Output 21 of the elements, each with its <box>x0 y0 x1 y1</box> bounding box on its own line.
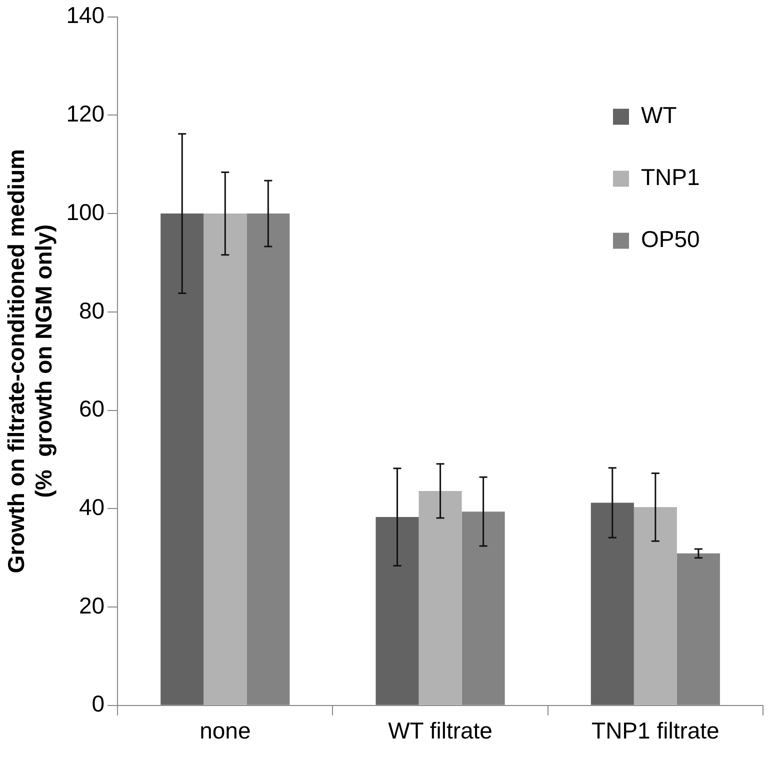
legend-label: WT <box>641 102 677 128</box>
bar <box>634 507 677 705</box>
y-tick-label: 20 <box>78 592 105 618</box>
bar <box>418 490 462 705</box>
legend-label: OP50 <box>641 226 700 252</box>
y-tick-label: 40 <box>78 494 105 520</box>
legend-label: TNP1 <box>641 164 700 190</box>
y-tick-label: 120 <box>66 100 105 127</box>
y-tick-label: 100 <box>66 198 105 225</box>
y-tick-label: 0 <box>92 690 105 717</box>
x-tick-label: WT filtrate <box>388 718 492 744</box>
x-tick-label: none <box>200 718 251 744</box>
y-tick-label: 80 <box>78 297 105 324</box>
y-tick-label: 140 <box>66 2 105 28</box>
bar <box>590 502 634 705</box>
x-tick-label: TNP1 filtrate <box>592 718 720 744</box>
y-tick-label: 60 <box>78 396 105 422</box>
y-axis-title: Growth on filtrate-conditioned medium (% growth on NGM only) <box>3 148 57 574</box>
bar <box>204 214 247 705</box>
bar <box>376 517 419 705</box>
bar <box>160 214 204 705</box>
